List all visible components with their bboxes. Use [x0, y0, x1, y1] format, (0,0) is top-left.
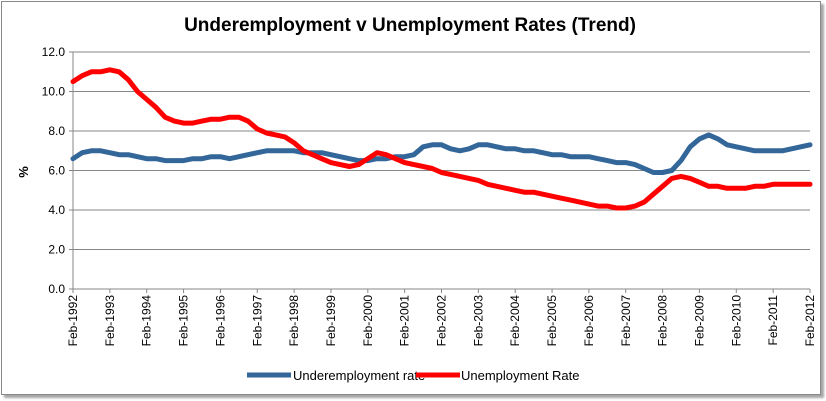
y-axis-label: %: [16, 166, 31, 178]
y-tick-label: 6.0: [48, 164, 65, 178]
chart-frame: [1, 1, 821, 395]
x-tick-label: Feb-2000: [361, 295, 375, 347]
x-tick-label: Feb-1996: [213, 295, 227, 347]
unemployment-rate-line: [70, 67, 813, 211]
x-tick-label: Feb-1998: [287, 295, 301, 347]
y-tick-label: 2.0: [48, 243, 65, 257]
y-tick-label: 4.0: [48, 203, 65, 217]
x-tick-label: Feb-1994: [140, 295, 154, 347]
x-tick-label: Feb-2012: [803, 295, 817, 347]
x-tick-label: Feb-2003: [471, 295, 485, 347]
legend: Underemployment rate Unemployment Rate: [247, 368, 580, 383]
y-tick-labels: 0.0 2.0 4.0 6.0 8.0 10.0 12.0: [42, 45, 66, 296]
x-tick-label: Feb-1995: [177, 295, 191, 347]
x-tick-label: Feb-2006: [582, 295, 596, 347]
y-tick-label: 12.0: [42, 45, 66, 59]
x-tick-label: Feb-2002: [435, 295, 449, 347]
gridlines: [73, 51, 810, 250]
x-tick-label: Feb-2009: [692, 295, 706, 347]
x-tick-label: Feb-1992: [66, 295, 80, 347]
x-tick-label: Feb-2004: [508, 295, 522, 347]
y-tick-label: 0.0: [48, 282, 65, 296]
x-tick-label: Feb-2008: [656, 295, 670, 347]
x-tick-label: Feb-2005: [545, 295, 559, 347]
x-tick-label: Feb-2010: [729, 295, 743, 347]
underemployment-rate-line: [70, 132, 813, 175]
x-tick-labels: Feb-1992 Feb-1993 Feb-1994 Feb-1995 Feb-1996…: [66, 295, 817, 347]
x-tick-label: Feb-1997: [250, 295, 264, 347]
y-tick-label: 8.0: [48, 124, 65, 138]
x-tick-label: Feb-2001: [398, 295, 412, 347]
axes: [69, 51, 811, 293]
x-tick-label: Feb-1993: [103, 295, 117, 347]
legend-label: Unemployment Rate: [461, 368, 580, 383]
x-tick-label: Feb-2007: [619, 295, 633, 347]
x-tick-label: Feb-1999: [324, 295, 338, 347]
chart-title: Underemployment v Unemployment Rates (Tr…: [184, 15, 636, 36]
y-tick-label: 10.0: [42, 85, 66, 99]
x-tick-label: Feb-2011: [766, 295, 780, 346]
legend-label: Underemployment rate: [293, 368, 425, 383]
series-lines: [70, 67, 813, 211]
